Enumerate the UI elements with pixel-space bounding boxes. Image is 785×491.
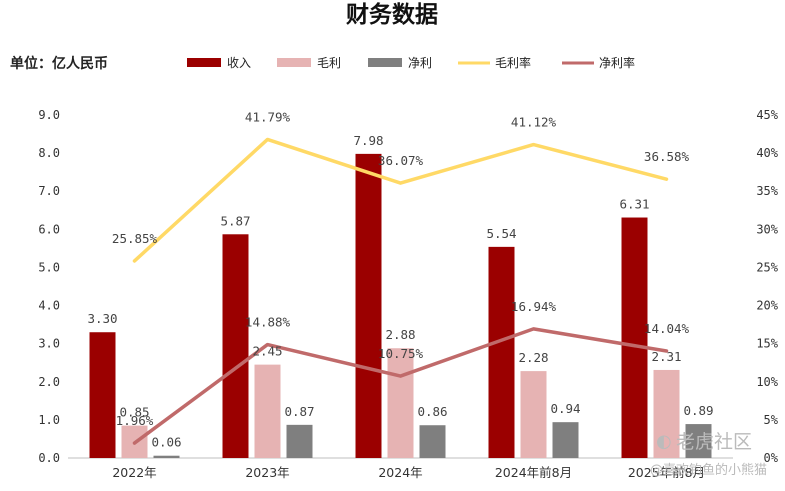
legend: 收入 毛利 净利 毛利率 净利率 [187,55,635,70]
bar-value-label: 6.31 [619,197,649,212]
bar-value-label: 0.06 [151,435,181,450]
y-right-tick-label: 20% [756,299,778,313]
x-tick-label: 2024年前8月 [495,465,572,480]
bar-value-label: 2.45 [252,344,282,359]
bar-value-label: 2.28 [518,350,548,365]
unit-label: 单位：亿人民币 [10,55,108,72]
bar-value-label: 5.54 [486,226,516,241]
y-right-tick-label: 40% [756,146,778,160]
y-left-tick-label: 1.0 [38,413,60,427]
legend-swatch [277,58,311,67]
x-tick-label: 2025年前8月 [628,465,705,480]
bar [387,348,414,458]
y-left-tick-label: 4.0 [38,299,60,313]
bar-value-label: 2.31 [651,349,681,364]
legend-label: 净利率 [599,55,635,70]
axes: 0.0 1.0 2.0 3.0 4.0 5.0 6.0 7.0 8.0 9.0 0% 5% 10% 15%… [38,108,778,480]
watermark-brand: 老虎社区 [676,431,752,453]
line-value-label: 1.96% [116,413,154,428]
y-right-tick-label: 30% [756,222,778,236]
y-left-tick-label: 9.0 [38,108,60,122]
line-value-label: 14.04% [644,321,690,336]
line-value-label: 25.85% [112,231,158,246]
bar-value-label: 0.85 [119,405,149,420]
line-value-label: 10.75% [378,346,424,361]
x-tick-label: 2023年 [245,465,289,480]
chart-title: 财务数据 [346,2,438,28]
y-right-tick-label: 35% [756,184,778,198]
y-right-tick-label: 15% [756,337,778,351]
line-value-label: 36.58% [644,149,690,164]
y-left-tick-label: 2.0 [38,375,60,389]
y-left-tick-label: 6.0 [38,222,60,236]
legend-label: 毛利 [317,56,341,70]
bar [254,364,281,458]
legend-swatch [187,58,221,67]
y-left-tick-label: 3.0 [38,337,60,351]
x-tick-label: 2024年 [378,465,422,480]
bar-value-label: 7.98 [353,133,383,148]
line-value-label: 41.12% [511,115,557,130]
watermark-author: @喜欢钓鱼的小熊猫 [650,462,767,478]
y-left-tick-label: 7.0 [38,184,60,198]
bar [89,332,116,458]
bar-value-label: 2.88 [385,327,415,342]
bars [89,153,712,458]
watermark-logo-icon: ◐ [656,431,672,452]
bar [552,422,579,458]
bar [222,234,249,458]
watermark: ◐ 老虎社区 @喜欢钓鱼的小熊猫 [650,431,767,478]
bar-value-label: 3.30 [87,311,117,326]
bar [153,455,180,458]
line-value-label: 14.88% [245,315,291,330]
y-right-tick-label: 5% [764,413,779,427]
legend-label: 毛利率 [495,55,531,70]
y-right-tick-label: 10% [756,375,778,389]
lines [132,137,669,445]
line-value-label: 41.79% [245,109,291,124]
bar [621,217,648,458]
bar [286,424,313,458]
bar-value-label: 5.87 [220,213,250,228]
bar [520,371,547,458]
bar [685,424,712,458]
legend-label: 收入 [227,56,251,70]
legend-swatch [368,58,402,67]
bar-value-label: 0.94 [550,401,580,416]
y-right-tick-label: 45% [756,108,778,122]
bar [653,369,680,458]
bar [355,153,382,458]
y-left-tick-label: 8.0 [38,146,60,160]
y-left-tick-label: 5.0 [38,260,60,274]
bar-value-label: 0.89 [683,403,713,418]
x-tick-label: 2022年 [112,465,156,480]
line-value-label: 16.94% [511,299,557,314]
line-value-label: 36.07% [378,153,424,168]
bar [488,246,515,458]
y-left-tick-label: 0.0 [38,451,60,465]
y-right-tick-label: 0% [764,451,779,465]
bar [419,425,446,458]
legend-label: 净利 [408,56,432,70]
bar-value-label: 0.87 [284,404,314,419]
bar-value-label: 0.86 [417,404,447,419]
y-right-tick-label: 25% [756,260,778,274]
data-labels: 3.30 5.87 7.98 5.54 6.31 0.85 2.45 2.88 2.28 2.31… [87,109,713,449]
